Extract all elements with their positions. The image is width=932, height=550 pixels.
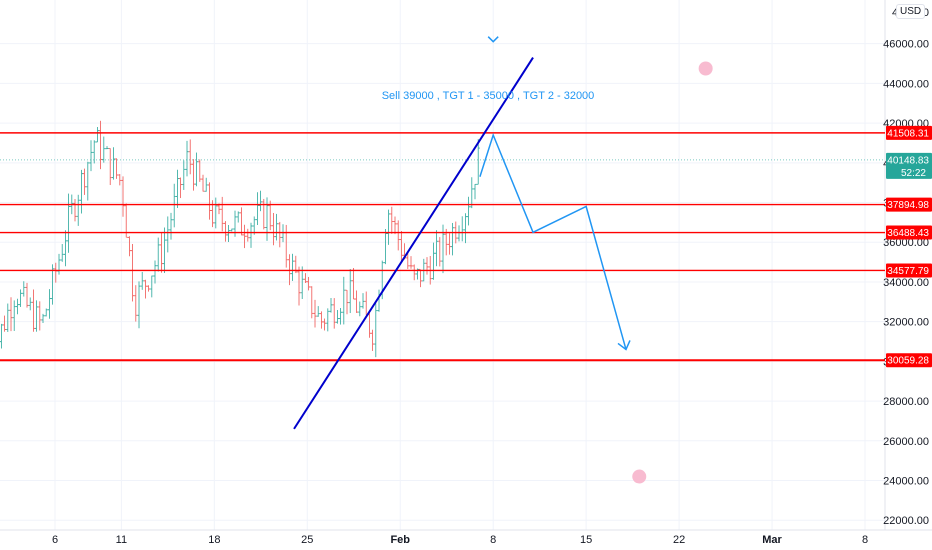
price-tick-label: 34000.00 [883,277,929,289]
event-marker-dot[interactable] [632,469,647,484]
price-tick-label: 24000.00 [883,476,929,488]
current-price-label: 40148.83 [887,155,929,166]
time-tick-label: Feb [390,534,410,546]
level-price-tag-label: 37894.98 [887,200,929,211]
trend-line[interactable] [293,57,534,430]
current-price-tag[interactable] [886,152,932,179]
time-tick-label: 15 [580,534,592,546]
level-price-tag-label: 36488.43 [887,228,929,239]
time-tick-label: 8 [862,534,868,546]
level-price-tag-label: 41508.31 [887,128,929,139]
level-price-tag-label: 30059.28 [887,356,929,367]
time-tick-label: 6 [52,534,58,546]
price-tick-label: 26000.00 [883,436,929,448]
projection-arrowhead [617,340,631,351]
projection-path[interactable] [479,132,627,350]
price-tick-label: 44000.00 [883,78,929,90]
chevron-down-icon[interactable] [487,36,499,43]
time-tick-label: 18 [208,534,220,546]
time-tick-label: Mar [762,534,782,546]
time-tick-label: 8 [490,534,496,546]
event-marker-dot[interactable] [698,61,713,76]
level-price-tag[interactable] [886,225,932,240]
level-price-tag[interactable] [886,263,932,278]
countdown-label: 52:22 [901,168,926,179]
currency-badge[interactable]: USD [896,4,926,19]
price-tick-label-partial: 4 [892,7,898,19]
level-price-tag[interactable] [886,353,932,368]
level-price-tag[interactable] [886,197,932,212]
price-tick-label: 22000.00 [883,515,929,527]
time-tick-label: 11 [116,534,127,546]
price-tick-label: 28000.00 [883,396,929,408]
level-price-tag-label: 34577.79 [887,266,929,277]
time-tick-label: 22 [673,534,685,546]
time-tick-label: 25 [301,534,313,546]
trade-note-text[interactable]: Sell 39000 , TGT 1 - 35000 , TGT 2 - 320… [382,90,595,102]
price-tick-label: 36000.00 [883,237,929,249]
price-tick-label-partial: 0 [923,7,929,19]
price-tick-label: 46000.00 [883,39,929,51]
price-tick-label: 32000.00 [883,317,929,329]
level-price-tag[interactable] [886,125,932,140]
